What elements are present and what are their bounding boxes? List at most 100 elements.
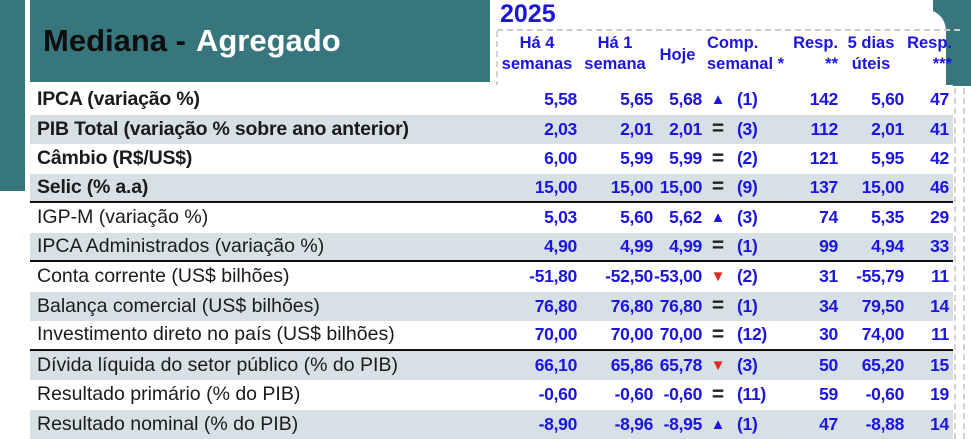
comp-semanal-count: (2) (737, 266, 758, 287)
comp-semanal-count: (1) (737, 295, 758, 316)
comp-semanal-count: (3) (737, 118, 758, 139)
trend-icon: ▼ (710, 268, 726, 286)
respondentes-5d-count: 19 (930, 384, 949, 405)
value-ha-4-semanas: -8,90 (538, 413, 578, 434)
col-header-ha-1-semana: Há 1 semana (584, 34, 646, 73)
value-ha-4-semanas: 6,00 (544, 148, 577, 169)
trend-icon: ▲ (710, 91, 726, 109)
value-5-dias-uteis: 5,60 (871, 89, 904, 110)
value-ha-1-semana: 70,00 (610, 324, 654, 345)
table-row: Investimento direto no país (US$ bilhões… (30, 321, 953, 351)
value-ha-1-semana: -52,50 (605, 266, 653, 287)
col-header-hoje: Hoje (659, 46, 696, 64)
indicator-label: PIB Total (variação % sobre ano anterior… (37, 117, 409, 140)
respondentes-5d-count: 11 (931, 324, 949, 345)
value-ha-4-semanas: -51,80 (529, 266, 577, 287)
respondentes-count: 121 (809, 148, 839, 169)
respondentes-count: 31 (819, 266, 838, 287)
value-hoje: -53,00 (654, 266, 702, 287)
value-ha-1-semana: -8,96 (614, 413, 654, 434)
value-5-dias-uteis: 5,95 (871, 148, 904, 169)
value-ha-4-semanas: 76,80 (534, 295, 578, 316)
banner-title-prefix: Mediana - (43, 23, 186, 58)
value-ha-4-semanas: 5,03 (544, 207, 577, 228)
respondentes-5d-count: 46 (930, 176, 949, 197)
trend-icon: ▼ (710, 356, 726, 374)
trend-icon: = (711, 382, 725, 406)
value-hoje: 76,80 (659, 295, 703, 316)
indicator-label: IPCA (variação %) (37, 88, 200, 111)
respondentes-count: 112 (810, 118, 839, 139)
respondentes-count: 50 (819, 354, 838, 375)
banner-title-main: Agregado (195, 23, 341, 58)
table-row: PIB Total (variação % sobre ano anterior… (30, 114, 953, 144)
respondentes-5d-count: 42 (930, 148, 949, 169)
respondentes-count: 34 (819, 295, 838, 316)
indicator-label: Balança comercial (US$ bilhões) (37, 294, 320, 317)
respondentes-5d-count: 11 (931, 266, 949, 287)
trend-icon: = (711, 322, 725, 346)
value-ha-1-semana: 76,80 (610, 295, 654, 316)
value-ha-1-semana: 5,60 (620, 207, 653, 228)
value-hoje: 15,00 (659, 176, 703, 197)
respondentes-5d-count: 33 (930, 235, 949, 256)
respondentes-5d-count: 14 (930, 295, 949, 316)
value-ha-4-semanas: -0,60 (538, 384, 578, 405)
trend-icon: = (711, 117, 725, 141)
indicator-label: Conta corrente (US$ bilhões) (37, 265, 290, 288)
value-5-dias-uteis: 5,35 (871, 207, 904, 228)
comp-semanal-count: (3) (737, 354, 758, 375)
value-hoje: 5,68 (669, 89, 702, 110)
table-row: Resultado primário (% do PIB) -0,60 -0,6… (30, 380, 953, 410)
indicator-label: Selic (% a.a) (37, 175, 149, 198)
value-ha-4-semanas: 70,00 (534, 324, 578, 345)
col-header-respondentes-3: Resp. *** (907, 34, 952, 73)
table-row: IGP-M (variação %) 5,03 5,60 5,62 ▲ (3) … (30, 203, 953, 233)
value-ha-4-semanas: 15,00 (534, 176, 578, 197)
comp-semanal-count: (2) (737, 148, 758, 169)
value-ha-4-semanas: 4,90 (544, 235, 577, 256)
value-ha-1-semana: 4,99 (620, 235, 653, 256)
value-ha-4-semanas: 5,58 (544, 89, 577, 110)
trend-icon: = (711, 294, 725, 318)
value-ha-1-semana: 5,65 (620, 89, 653, 110)
comp-semanal-count: (1) (737, 89, 758, 110)
indicator-label: IPCA Administrados (variação %) (37, 234, 325, 257)
table-row: Dívida líquida do setor público (% do PI… (30, 350, 953, 380)
comp-semanal-count: (11) (737, 384, 766, 405)
table-row: IPCA Administrados (variação %) 4,90 4,9… (30, 232, 953, 262)
table-row: Câmbio (R$/US$) 6,00 5,99 5,99 = (2) 121… (30, 144, 953, 174)
trend-icon: = (711, 146, 725, 170)
respondentes-count: 142 (809, 89, 839, 110)
dashed-rule-right-inner (954, 88, 956, 439)
dashed-rule-horizontal (497, 29, 960, 31)
value-ha-1-semana: 15,00 (610, 176, 654, 197)
table-row: Balança comercial (US$ bilhões) 76,80 76… (30, 291, 953, 321)
value-hoje: 4,99 (669, 235, 702, 256)
comp-semanal-count: (1) (737, 235, 758, 256)
trend-icon: = (711, 234, 725, 258)
value-ha-4-semanas: 66,10 (534, 354, 578, 375)
respondentes-5d-count: 41 (930, 118, 949, 139)
value-5-dias-uteis: 4,94 (871, 235, 904, 256)
table-row: Selic (% a.a) 15,00 15,00 15,00 = (9) 13… (30, 173, 953, 203)
trend-icon: ▲ (710, 415, 726, 433)
respondentes-count: 74 (819, 207, 838, 228)
value-5-dias-uteis: 79,50 (861, 295, 905, 316)
indicator-label: Investimento direto no país (US$ bilhões… (37, 323, 395, 346)
value-5-dias-uteis: 2,01 (871, 118, 904, 139)
value-5-dias-uteis: 74,00 (861, 324, 905, 345)
value-5-dias-uteis: -0,60 (865, 384, 905, 405)
respondentes-count: 59 (819, 384, 838, 405)
value-ha-1-semana: 65,86 (610, 354, 654, 375)
respondentes-5d-count: 14 (930, 413, 949, 434)
column-headers: Há 4 semanas Há 1 semana Hoje Comp. sema… (497, 33, 953, 77)
value-hoje: 2,01 (669, 118, 702, 139)
col-header-comp-semanal: Comp. semanal * (707, 34, 785, 73)
year-label: 2025 (500, 0, 556, 28)
comp-semanal-count: (3) (737, 207, 758, 228)
value-hoje: -0,60 (663, 384, 703, 405)
value-ha-1-semana: 2,01 (620, 118, 653, 139)
comp-semanal-count: (1) (737, 413, 758, 434)
